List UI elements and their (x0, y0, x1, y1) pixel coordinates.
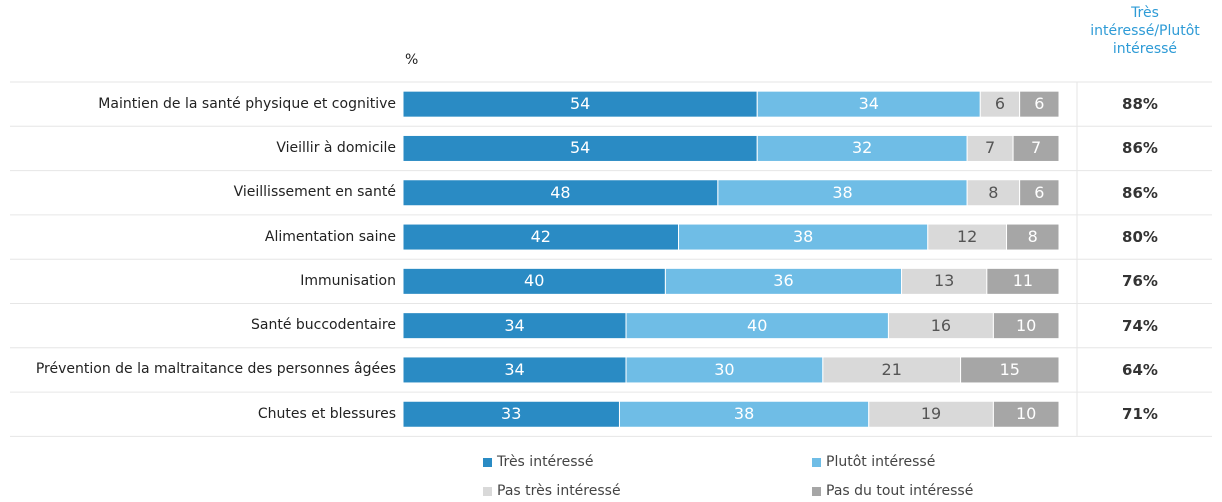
bar-segment (992, 400, 1060, 428)
total-label: 80% (1122, 228, 1158, 247)
legend-swatch (812, 457, 821, 467)
data-label: 13 (934, 271, 955, 291)
bar-segment (402, 179, 719, 207)
bar-segment (960, 356, 1060, 384)
data-label: 34 (858, 94, 879, 114)
total-label: 76% (1122, 272, 1158, 291)
data-label: 7 (1030, 138, 1042, 158)
data-label: 6 (1034, 94, 1045, 114)
bar-segment (887, 312, 994, 340)
category-label: Vieillissement en santé (233, 184, 396, 201)
bar-segment (402, 90, 758, 118)
category-label: Maintien de la santé physique et cogniti… (98, 95, 396, 112)
bar-segment (402, 400, 620, 428)
legend-item: Pas très intéressé (483, 483, 621, 499)
bar-segment (979, 90, 1021, 118)
data-label: 40 (747, 315, 768, 335)
data-label: 30 (714, 359, 735, 379)
bar-segment (1006, 223, 1060, 251)
legend-swatch (812, 486, 821, 496)
data-label: 12 (956, 227, 978, 247)
data-label: 34 (504, 315, 525, 335)
data-label: 38 (733, 404, 755, 424)
data-label: 6 (1034, 182, 1045, 202)
axis-label: % (405, 52, 419, 68)
bar-segment (1019, 179, 1060, 207)
bar-segment (664, 267, 903, 295)
bar-segment (986, 267, 1060, 295)
legend-swatch (483, 457, 492, 467)
data-label: 32 (852, 138, 873, 158)
bar-segment (1012, 134, 1060, 162)
total-label: 86% (1122, 139, 1158, 158)
category-label: Prévention de la maltraitance des person… (35, 361, 396, 378)
data-label: 19 (920, 404, 942, 424)
total-label: 64% (1122, 360, 1158, 379)
total-label: 86% (1122, 183, 1158, 202)
category-label: Santé buccodentaire (250, 317, 396, 334)
bar-segment (756, 90, 981, 118)
legend-swatch (483, 486, 492, 496)
data-label: 16 (930, 315, 952, 335)
category-label: Vieillir à domicile (276, 139, 396, 156)
category-label: Alimentation saine (264, 228, 396, 245)
bar-segment (625, 312, 889, 340)
bar-segment (756, 134, 968, 162)
legend-label: Très intéressé (497, 454, 594, 470)
data-label: 38 (832, 182, 853, 202)
data-label: 42 (530, 227, 551, 247)
legend-label: Plutôt intéressé (826, 454, 936, 470)
bar-segment (992, 312, 1060, 340)
data-label: 8 (1027, 227, 1038, 247)
bar-segment (402, 356, 627, 384)
data-label: 21 (881, 359, 902, 379)
legend-item: Très intéressé (483, 454, 593, 470)
data-label: 54 (569, 94, 591, 114)
bar-segment (927, 223, 1008, 251)
bar-segment (618, 400, 870, 428)
legend-label: Pas du tout intéressé (826, 483, 974, 499)
data-label: 10 (1016, 315, 1037, 335)
total-label: 88% (1122, 95, 1158, 114)
legend-item: Plutôt intéressé (812, 454, 935, 470)
data-label: 10 (1016, 404, 1037, 424)
data-label: 34 (504, 359, 525, 379)
total-label: 71% (1122, 405, 1158, 424)
bar-segment (625, 356, 824, 384)
data-label: 7 (985, 138, 996, 158)
data-label: 6 (994, 94, 1006, 114)
data-label: 15 (999, 359, 1020, 379)
data-label: 33 (501, 404, 522, 424)
bar-segment (822, 356, 962, 384)
legend-item: Pas du tout intéressé (812, 483, 973, 499)
data-label: 36 (773, 271, 794, 291)
data-label: 40 (524, 271, 545, 291)
bar-segment (402, 267, 666, 295)
bar-segment (717, 179, 968, 207)
bar-segment (402, 134, 758, 162)
legend-label: Pas très intéressé (497, 483, 621, 499)
bar-segment (1019, 90, 1060, 118)
total-label: 74% (1122, 316, 1158, 335)
bar-segment (402, 312, 627, 340)
data-label: 8 (988, 182, 999, 202)
category-label: Immunisation (300, 272, 396, 289)
totals-title: Très intéressé/Plutôt intéressé (1090, 5, 1200, 57)
data-label: 54 (569, 138, 591, 158)
data-label: 11 (1012, 271, 1034, 291)
data-label: 48 (550, 182, 571, 202)
bar-segment (966, 179, 1021, 207)
category-label: Chutes et blessures (257, 405, 396, 422)
bar-segment (402, 223, 680, 251)
data-label: 38 (792, 227, 814, 247)
